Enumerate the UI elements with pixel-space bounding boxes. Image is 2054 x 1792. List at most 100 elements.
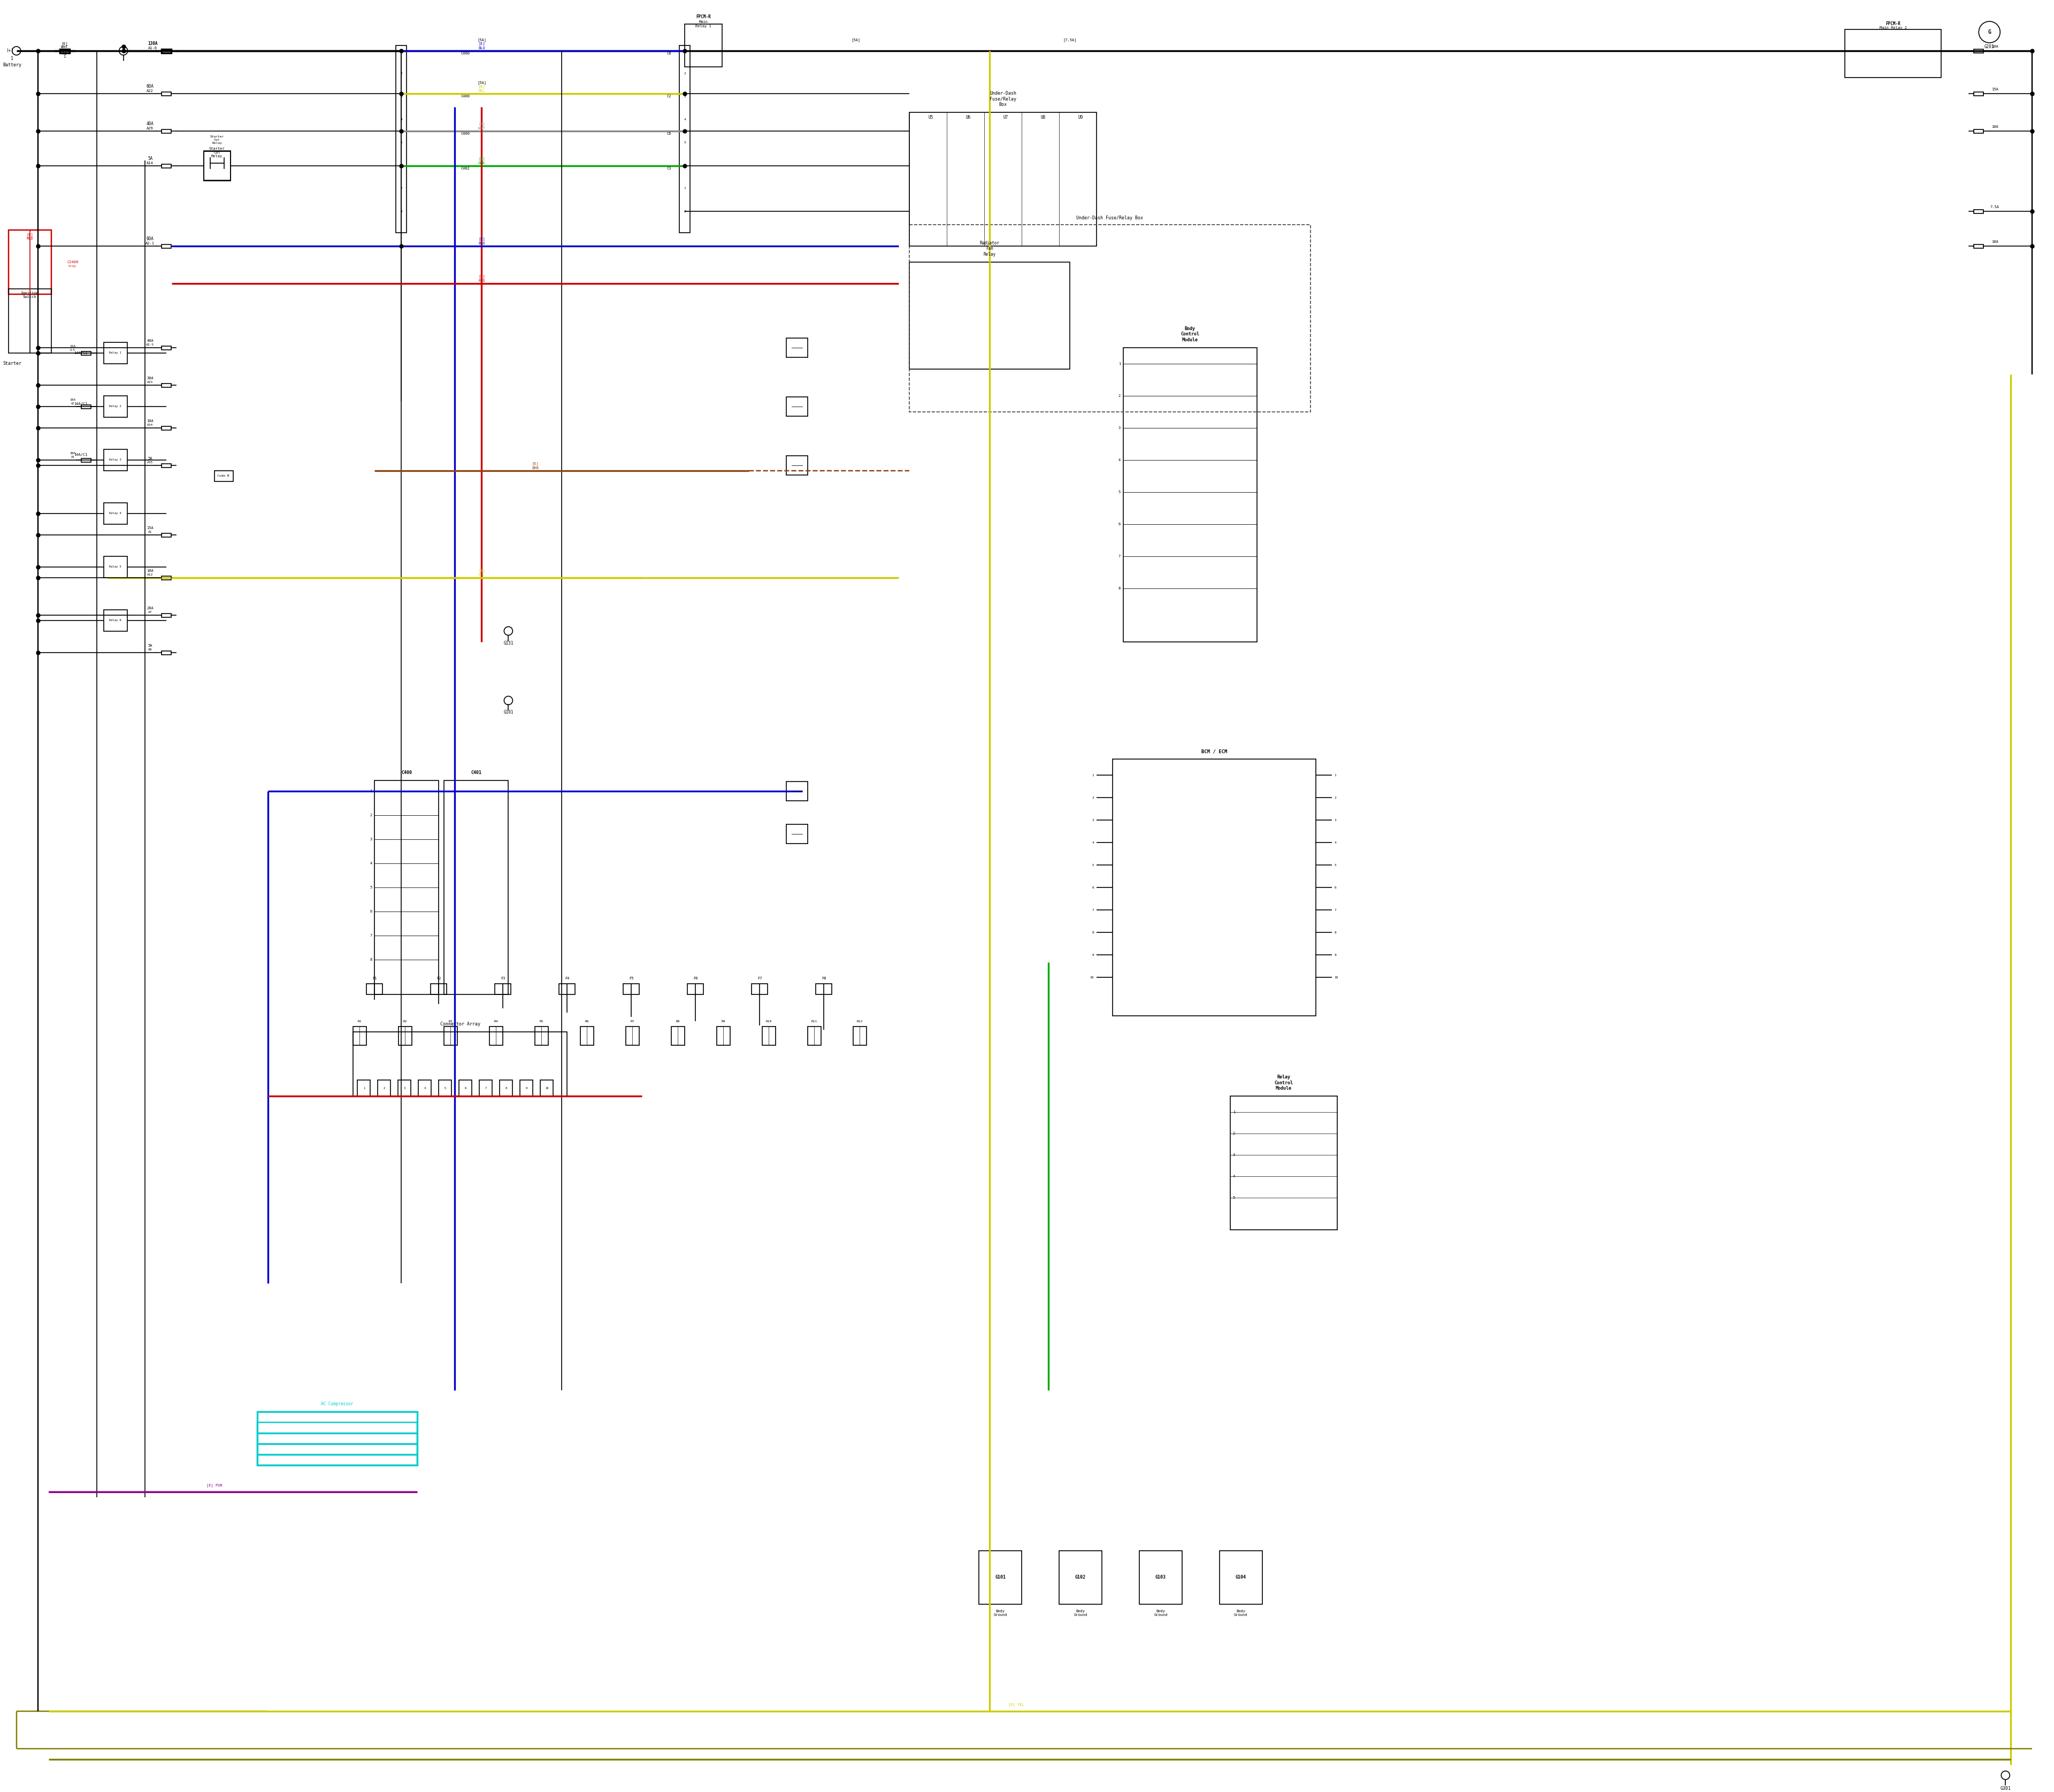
Text: YEL: YEL: [479, 573, 485, 577]
Text: U7: U7: [1002, 115, 1009, 120]
Bar: [8, 289, 51, 353]
Text: A2-5: A2-5: [146, 344, 154, 346]
Text: 3: 3: [1117, 426, 1121, 430]
Bar: [203, 151, 230, 181]
Text: R11: R11: [811, 1020, 817, 1023]
Text: [7.5A]: [7.5A]: [1064, 38, 1076, 41]
Text: Starter
Cut
Relay: Starter Cut Relay: [210, 136, 224, 145]
Text: 10: 10: [544, 1086, 548, 1090]
Bar: [396, 45, 407, 233]
Bar: [622, 984, 639, 995]
Text: 8: 8: [1117, 586, 1121, 590]
Text: G103: G103: [1154, 1575, 1167, 1581]
Bar: [103, 556, 127, 577]
Text: C400: C400: [460, 133, 470, 134]
Text: R5: R5: [540, 1020, 544, 1023]
Text: C401: C401: [470, 771, 481, 776]
Text: 10: 10: [1091, 977, 1095, 978]
Text: YEL: YEL: [479, 90, 485, 93]
Bar: [1974, 129, 1984, 133]
Text: F2: F2: [438, 977, 442, 980]
Text: U9: U9: [1078, 115, 1082, 120]
Text: [E] YEL: [E] YEL: [1009, 1702, 1025, 1706]
Bar: [103, 396, 127, 418]
Text: Battery: Battery: [2, 63, 21, 68]
Text: RED: RED: [479, 280, 485, 283]
Text: 40A: 40A: [146, 339, 154, 342]
Bar: [82, 351, 90, 355]
Text: Gray: Gray: [68, 265, 76, 267]
Text: BCM / ECM: BCM / ECM: [1202, 749, 1226, 754]
Text: Body
Ground: Body Ground: [1154, 1609, 1167, 1616]
Text: U8: U8: [1041, 115, 1045, 120]
Bar: [910, 262, 1070, 369]
Text: Under-Dash Fuse/Relay Box: Under-Dash Fuse/Relay Box: [1076, 215, 1144, 220]
Text: [E] PUR: [E] PUR: [205, 1484, 222, 1487]
Bar: [910, 113, 1097, 246]
Text: [E]: [E]: [479, 274, 485, 278]
Text: 20A: 20A: [146, 606, 154, 609]
Bar: [162, 165, 170, 168]
Text: 2: 2: [1117, 394, 1121, 398]
Bar: [162, 575, 170, 579]
Text: [E]: [E]: [479, 84, 485, 88]
Text: 1: 1: [10, 56, 14, 61]
Bar: [203, 151, 230, 181]
Text: 1: 1: [370, 790, 372, 794]
Text: Main Relay 2: Main Relay 2: [1879, 27, 1906, 29]
Text: [E]: [E]: [479, 122, 485, 125]
Bar: [807, 1027, 822, 1045]
Text: 1: 1: [64, 56, 66, 59]
Text: FPCM-R: FPCM-R: [1886, 22, 1900, 27]
Text: Body
Ground: Body Ground: [1074, 1609, 1087, 1616]
Text: G131: G131: [503, 640, 514, 645]
Bar: [103, 342, 127, 364]
Text: A23: A23: [148, 382, 154, 383]
Bar: [717, 1027, 731, 1045]
Text: T1: T1: [62, 50, 68, 56]
Text: A35: A35: [148, 461, 154, 464]
Bar: [444, 1027, 458, 1045]
Bar: [787, 455, 807, 475]
Bar: [688, 984, 705, 995]
Bar: [419, 1081, 431, 1097]
Text: C6: C6: [665, 133, 672, 134]
Text: F4: F4: [565, 977, 569, 980]
Bar: [353, 1032, 567, 1097]
Bar: [103, 450, 127, 471]
Bar: [581, 1027, 594, 1045]
Text: G101: G101: [503, 710, 514, 715]
Text: 7.5A: 7.5A: [1990, 206, 1999, 208]
Text: G104: G104: [1237, 1575, 1247, 1581]
Text: F1: F1: [372, 977, 378, 980]
Text: C3: C3: [665, 167, 672, 170]
Bar: [1230, 1097, 1337, 1229]
Bar: [353, 1027, 368, 1045]
Text: A1-6: A1-6: [148, 47, 158, 50]
Bar: [103, 502, 127, 523]
Text: 5: 5: [370, 885, 372, 889]
Text: F3: F3: [501, 977, 505, 980]
Bar: [787, 824, 807, 844]
Text: [E]: [E]: [532, 462, 538, 466]
Text: 10A: 10A: [1992, 125, 1999, 129]
Bar: [536, 1027, 548, 1045]
Bar: [374, 781, 440, 995]
Text: [E]: [E]: [62, 41, 68, 45]
Bar: [787, 339, 807, 357]
Text: G102: G102: [1074, 1575, 1087, 1581]
Text: 2: 2: [1232, 1133, 1234, 1134]
Text: 15A: 15A: [1992, 88, 1999, 91]
Bar: [162, 346, 170, 349]
Text: Under-Dash
Fuse/Relay
Box: Under-Dash Fuse/Relay Box: [990, 91, 1017, 108]
Bar: [103, 609, 127, 631]
Text: 15A: 15A: [70, 346, 76, 348]
Text: 14A/C1: 14A/C1: [74, 401, 88, 405]
Text: 8: 8: [370, 959, 372, 962]
Bar: [444, 781, 507, 995]
Bar: [479, 1081, 493, 1097]
Text: 5A: 5A: [148, 457, 152, 461]
Text: Relay 6: Relay 6: [109, 618, 121, 622]
Text: 5: 5: [1232, 1197, 1234, 1199]
Bar: [910, 224, 1310, 412]
